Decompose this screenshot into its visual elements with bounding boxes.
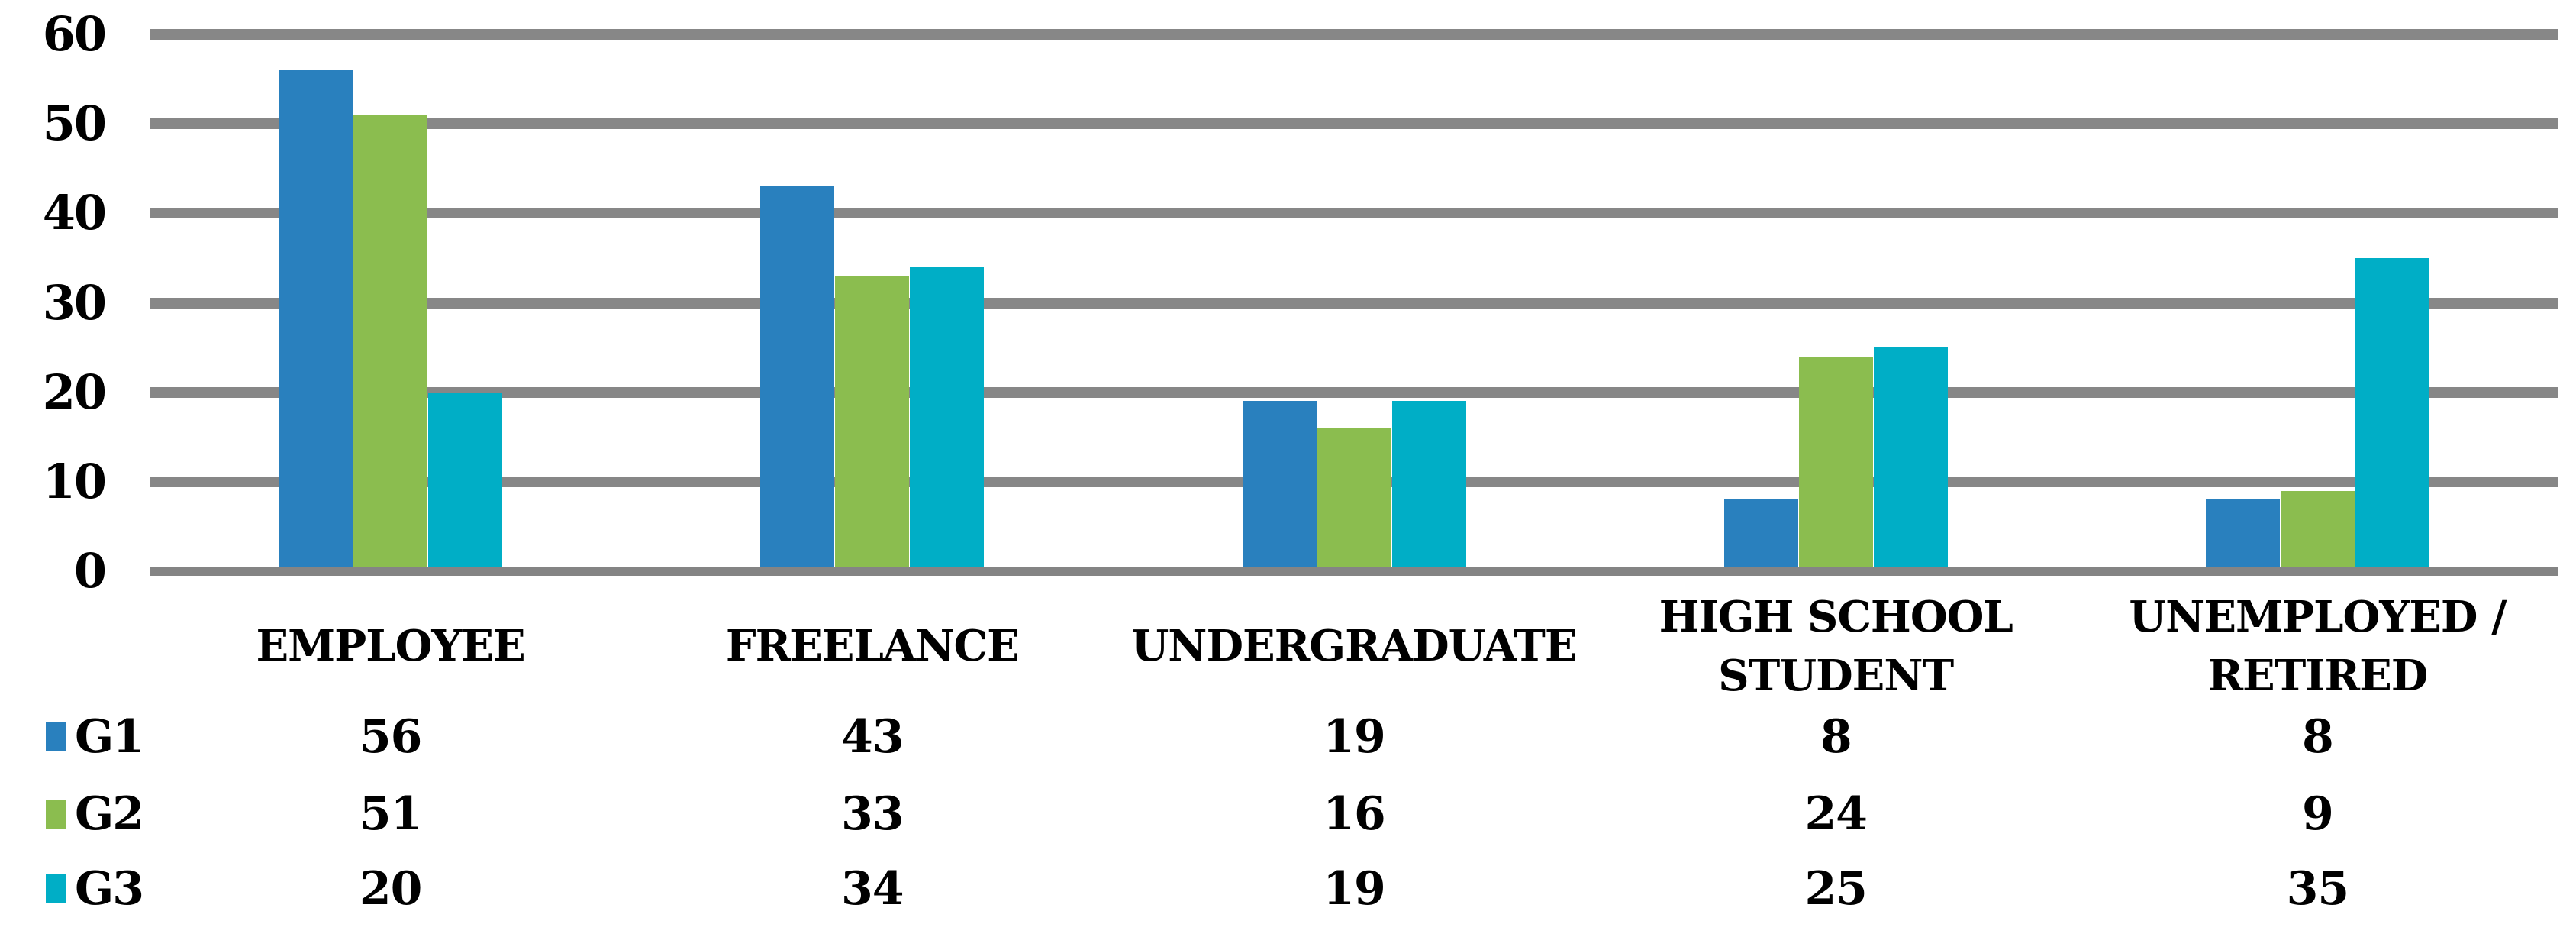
bar-g3-unemployed-retired bbox=[2355, 257, 2429, 571]
table-cell-g2-unemployed-retired: 9 bbox=[2302, 787, 2334, 841]
bar-g2-high-school-student bbox=[1798, 356, 1873, 571]
bar-g2-unemployed-retired bbox=[2280, 490, 2355, 571]
bar-g2-employee bbox=[353, 115, 428, 571]
x-axis-line bbox=[150, 567, 2558, 576]
table-cell-g3-high-school-student: 25 bbox=[1804, 862, 1868, 916]
gridline-40 bbox=[150, 208, 2558, 219]
table-cell-g3-unemployed-retired: 35 bbox=[2286, 862, 2350, 916]
legend-swatch-g3 bbox=[46, 874, 66, 903]
table-cell-g1-freelance: 43 bbox=[841, 710, 904, 764]
gridline-50 bbox=[150, 118, 2558, 130]
table-cell-g2-freelance: 33 bbox=[841, 787, 904, 841]
gridline-60 bbox=[150, 29, 2558, 40]
table-cell-g3-undergraduate: 19 bbox=[1323, 862, 1386, 916]
y-tick-label-30: 30 bbox=[42, 274, 107, 331]
bar-g3-employee bbox=[428, 392, 503, 571]
category-label-undergraduate: UNDERGRADUATE bbox=[1131, 621, 1577, 672]
legend-swatch-g1 bbox=[46, 722, 66, 751]
y-tick-label-20: 20 bbox=[42, 363, 107, 420]
legend-label-g1: G1 bbox=[75, 710, 144, 764]
legend-label-g3: G3 bbox=[75, 862, 144, 916]
table-cell-g1-high-school-student: 8 bbox=[1820, 710, 1852, 764]
y-tick-label-10: 10 bbox=[42, 453, 107, 509]
table-cell-g1-unemployed-retired: 8 bbox=[2302, 710, 2334, 764]
table-row-g1: G1 56 43 19 8 8 bbox=[0, 709, 2576, 764]
table-row-g3: G3 20 34 19 25 35 bbox=[0, 861, 2576, 916]
table-cell-g2-employee: 51 bbox=[359, 787, 423, 841]
table-cell-g3-freelance: 34 bbox=[841, 862, 904, 916]
y-tick-label-0: 0 bbox=[73, 543, 107, 599]
legend-label-g2: G2 bbox=[75, 787, 144, 841]
bar-g1-undergraduate bbox=[1242, 401, 1317, 571]
table-cell-g1-undergraduate: 19 bbox=[1323, 710, 1386, 764]
table-cell-g3-employee: 20 bbox=[359, 862, 423, 916]
bar-g3-high-school-student bbox=[1873, 347, 1948, 571]
gridline-30 bbox=[150, 297, 2558, 309]
bar-g1-employee bbox=[279, 69, 353, 571]
y-tick-label-60: 60 bbox=[42, 6, 107, 62]
gridline-20 bbox=[150, 386, 2558, 398]
category-label-employee: EMPLOYEE bbox=[256, 621, 525, 672]
table-cell-g2-undergraduate: 16 bbox=[1323, 787, 1386, 841]
category-label-high-school-student: HIGH SCHOOL STUDENT bbox=[1659, 591, 2013, 701]
bar-g1-high-school-student bbox=[1723, 499, 1798, 571]
category-label-unemployed-retired: UNEMPLOYED / RETIRED bbox=[2129, 591, 2507, 701]
table-cell-g2-high-school-student: 24 bbox=[1804, 787, 1868, 841]
table-row-g2: G2 51 33 16 24 9 bbox=[0, 787, 2576, 842]
bar-g1-unemployed-retired bbox=[2205, 499, 2280, 571]
table-cell-g1-employee: 56 bbox=[359, 710, 423, 764]
y-tick-label-40: 40 bbox=[42, 185, 107, 241]
y-tick-label-50: 50 bbox=[42, 95, 107, 152]
bar-g2-undergraduate bbox=[1317, 428, 1391, 571]
category-label-freelance: FREELANCE bbox=[725, 621, 1020, 672]
bar-g2-freelance bbox=[835, 276, 910, 571]
bar-g1-freelance bbox=[760, 186, 835, 571]
bar-g3-undergraduate bbox=[1391, 401, 1466, 571]
plot-area bbox=[150, 29, 2558, 576]
bar-g3-freelance bbox=[910, 267, 985, 571]
legend-swatch-g2 bbox=[46, 800, 66, 829]
